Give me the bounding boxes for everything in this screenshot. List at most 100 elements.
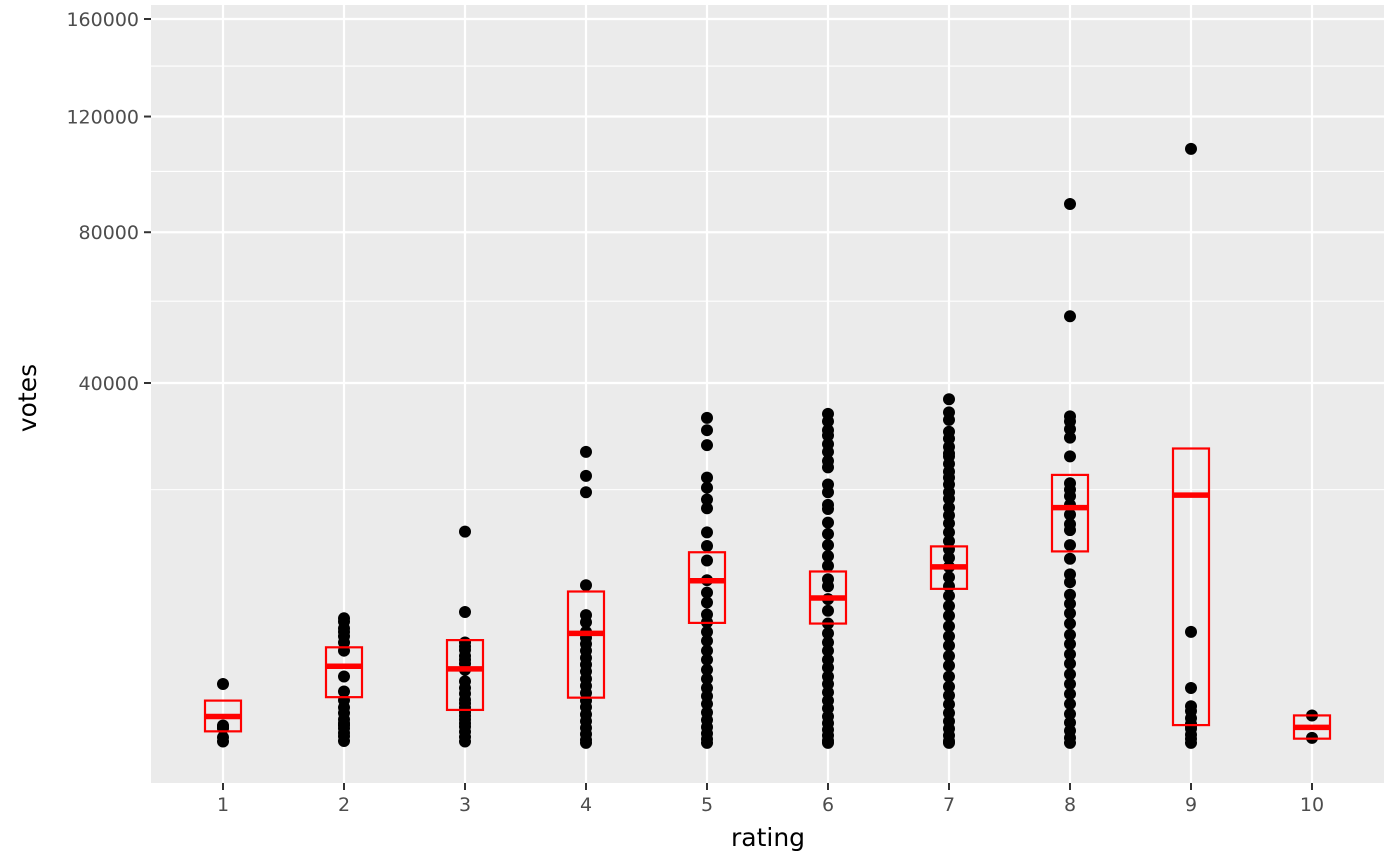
data-point: [822, 686, 834, 699]
data-point: [943, 517, 955, 530]
data-point: [822, 539, 834, 552]
data-point: [943, 526, 955, 539]
data-point: [822, 604, 834, 617]
summary-box: [566, 590, 606, 699]
plot-panel: [151, 5, 1384, 783]
data-point: [701, 644, 713, 657]
summary-box: [445, 638, 485, 712]
y-tick-label: 160000: [66, 9, 139, 31]
data-point: [822, 661, 834, 674]
data-point: [701, 539, 713, 552]
data-points: [217, 142, 1318, 749]
data-point: [701, 736, 713, 749]
x-tick-label: 4: [580, 794, 592, 816]
data-point: [701, 653, 713, 666]
data-point: [822, 736, 834, 749]
data-point: [943, 492, 955, 505]
data-point: [1064, 508, 1076, 521]
summary-box: [687, 551, 727, 624]
data-point: [701, 439, 713, 452]
data-point: [701, 481, 713, 494]
data-point: [822, 559, 834, 572]
data-point: [701, 672, 713, 685]
data-point: [459, 525, 471, 538]
data-point: [701, 586, 713, 599]
data-point: [943, 698, 955, 711]
data-point: [822, 627, 834, 640]
data-point: [822, 580, 834, 593]
data-point: [943, 670, 955, 683]
data-point: [822, 636, 834, 649]
data-point: [1185, 682, 1197, 695]
data-point: [1064, 576, 1076, 589]
data-point: [822, 677, 834, 690]
data-point: [943, 393, 955, 406]
data-point: [943, 706, 955, 719]
data-point: [943, 630, 955, 643]
y-axis: 40000 80000 120000 160000: [66, 9, 151, 395]
data-point: [701, 634, 713, 647]
data-point: [822, 516, 834, 529]
data-point: [459, 735, 471, 748]
data-point: [1064, 657, 1076, 670]
data-point: [701, 502, 713, 515]
data-point: [1064, 648, 1076, 661]
x-tick-label: 10: [1300, 794, 1324, 816]
summary-box: [1171, 447, 1211, 727]
data-point: [1064, 707, 1076, 720]
data-point: [1185, 625, 1197, 638]
data-point: [822, 415, 834, 428]
data-point: [459, 606, 471, 619]
data-point: [943, 589, 955, 602]
summary-box: [324, 646, 364, 699]
y-axis-title: votes: [13, 364, 42, 432]
x-tick-label: 3: [459, 794, 471, 816]
data-point: [1064, 628, 1076, 641]
minor-gridlines: [151, 65, 1384, 491]
data-point: [1064, 588, 1076, 601]
data-point: [701, 663, 713, 676]
data-point: [1064, 607, 1076, 620]
summary-box: [1050, 473, 1090, 553]
x-tick-label: 9: [1185, 794, 1197, 816]
data-point: [1064, 524, 1076, 537]
data-point: [943, 535, 955, 548]
x-tick-label: 6: [822, 794, 834, 816]
data-point: [701, 526, 713, 539]
x-tick-label: 5: [701, 794, 713, 816]
x-axis-title: rating: [731, 823, 805, 852]
data-point: [943, 600, 955, 613]
data-point: [701, 697, 713, 710]
data-point: [701, 493, 713, 506]
data-point: [1064, 597, 1076, 610]
data-point: [1064, 697, 1076, 710]
data-point: [822, 461, 834, 474]
data-point: [1064, 552, 1076, 565]
data-point: [822, 429, 834, 442]
data-point: [943, 736, 955, 749]
x-tick-label: 2: [338, 794, 350, 816]
x-tick-label: 7: [943, 794, 955, 816]
data-point: [580, 469, 592, 482]
data-point: [1064, 431, 1076, 444]
data-point: [943, 639, 955, 652]
data-point: [1064, 617, 1076, 630]
x-tick-label: 8: [1064, 794, 1076, 816]
x-tick-label: 1: [217, 794, 229, 816]
data-point: [943, 659, 955, 672]
summary-boxes: [203, 447, 1332, 740]
data-point: [217, 677, 229, 690]
data-point: [1064, 687, 1076, 700]
data-point: [701, 411, 713, 424]
data-point: [822, 503, 834, 516]
data-point: [943, 609, 955, 622]
data-point: [217, 735, 229, 748]
y-tick-label: 80000: [79, 222, 139, 244]
data-point: [338, 685, 350, 698]
data-point: [580, 616, 592, 629]
data-point: [1064, 638, 1076, 651]
data-point: [943, 551, 955, 564]
data-point: [580, 445, 592, 458]
data-point: [580, 736, 592, 749]
data-point: [701, 554, 713, 567]
